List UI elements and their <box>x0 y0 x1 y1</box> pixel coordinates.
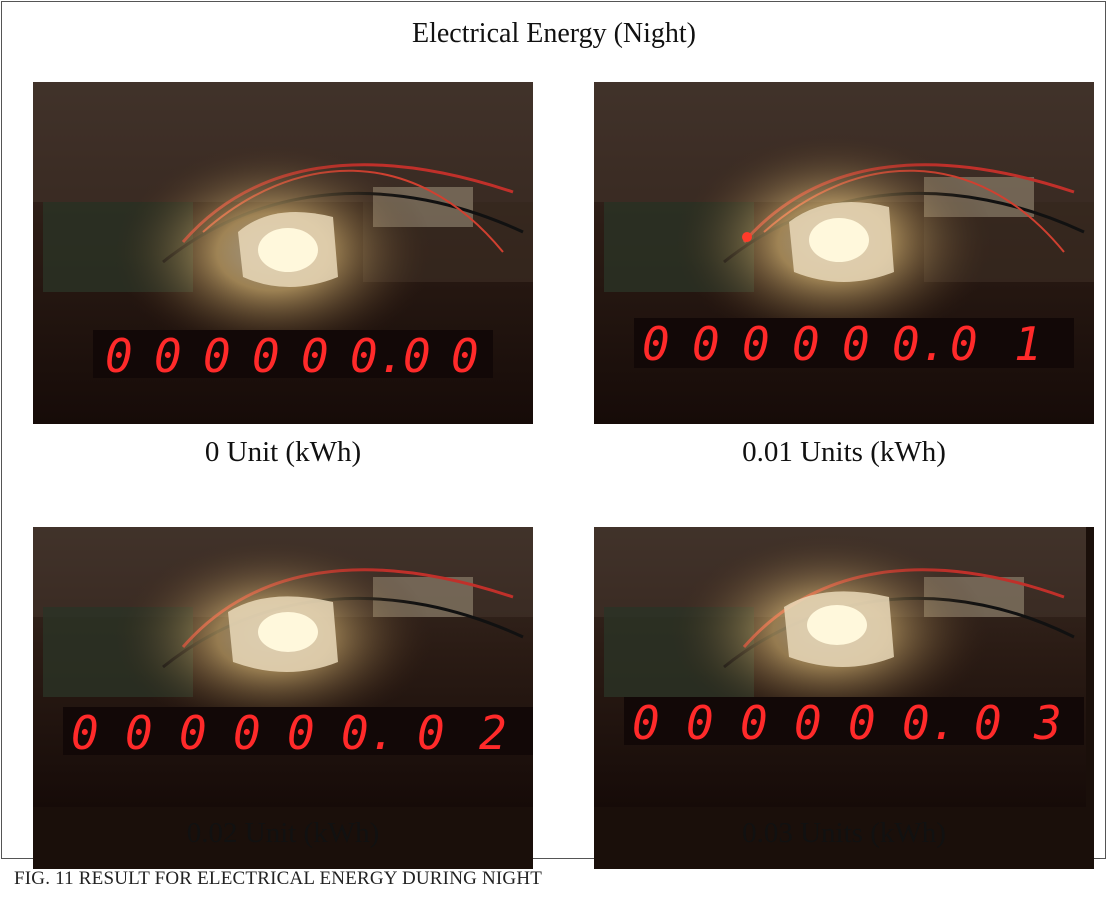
display-digit: 0 <box>950 317 978 371</box>
display-digit: 0 <box>451 329 479 383</box>
display-digit: 0 <box>642 317 670 371</box>
seven-segment-display: 0 0 0 0 0 0. 0 1 <box>642 317 1042 371</box>
display-digit: 0 <box>233 706 261 760</box>
panel-label-2: 0.01 Units (kWh) <box>742 436 946 468</box>
display-digit: 0 <box>403 329 431 383</box>
display-digit: 0 <box>105 329 133 383</box>
display-digit: 0 <box>792 317 820 371</box>
display-digit: 0 <box>287 706 315 760</box>
panel-label-1: 0 Unit (kWh) <box>204 436 362 468</box>
display-digit: 0. <box>902 696 957 750</box>
display-digit: 0 <box>154 329 182 383</box>
panel-label-4: 0.03 Units (kWh) <box>742 817 946 849</box>
display-digit: 0 <box>686 696 714 750</box>
display-digit: 0 <box>742 317 770 371</box>
display-digit: 0. <box>350 329 405 383</box>
display-digit: 0 <box>692 317 720 371</box>
display-digit: 0 <box>632 696 660 750</box>
meter-photo-graphic: 0 0 0 0 0 0. 0 2 <box>33 527 533 807</box>
figure-caption: FIG. 11 RESULT FOR ELECTRICAL ENERGY DUR… <box>14 868 543 889</box>
meter-photo-graphic: 0 0 0 0 0 0. 0 1 <box>594 82 1094 424</box>
display-digit: 0. <box>892 317 947 371</box>
panel-label-3: 0.02 Unit (kWh) <box>186 817 380 849</box>
display-digit: 0 <box>417 706 445 760</box>
display-digit: 0 <box>794 696 822 750</box>
display-digit: 0 <box>740 696 768 750</box>
meter-photo-4: 0 0 0 0 0 0. 0 3 <box>594 527 1094 869</box>
meter-photo-3: 0 0 0 0 0 0. 0 2 <box>33 527 533 869</box>
figure-title: Electrical Energy (Night) <box>411 18 697 49</box>
display-digit: 0. <box>341 706 396 760</box>
seven-segment-display: 0 0 0 0 0 0. 0 0 <box>105 329 479 383</box>
meter-photo-graphic: 0 0 0 0 0 0. 0 3 <box>594 527 1086 807</box>
seven-segment-display: 0 0 0 0 0 0. 0 2 <box>71 706 507 760</box>
display-digit: 0 <box>252 329 280 383</box>
display-digit: 2 <box>479 706 507 760</box>
meter-photo-graphic: 0 0 0 0 0 0. 0 0 <box>33 82 533 424</box>
meter-photo-1: 0 0 0 0 0 0. 0 0 <box>33 82 533 424</box>
display-digit: 0 <box>179 706 207 760</box>
display-digit: 0 <box>842 317 870 371</box>
display-digit: 0 <box>125 706 153 760</box>
figure-frame <box>1 1 1106 859</box>
display-digit: 0 <box>974 696 1002 750</box>
display-digit: 0 <box>203 329 231 383</box>
seven-segment-display: 0 0 0 0 0 0. 0 3 <box>632 696 1062 750</box>
display-digit: 3 <box>1033 696 1062 750</box>
display-digit: 0 <box>848 696 876 750</box>
meter-photo-2: 0 0 0 0 0 0. 0 1 <box>594 82 1094 424</box>
display-digit: 0 <box>71 706 99 760</box>
display-digit: 0 <box>301 329 329 383</box>
display-digit: 1 <box>1014 317 1042 371</box>
